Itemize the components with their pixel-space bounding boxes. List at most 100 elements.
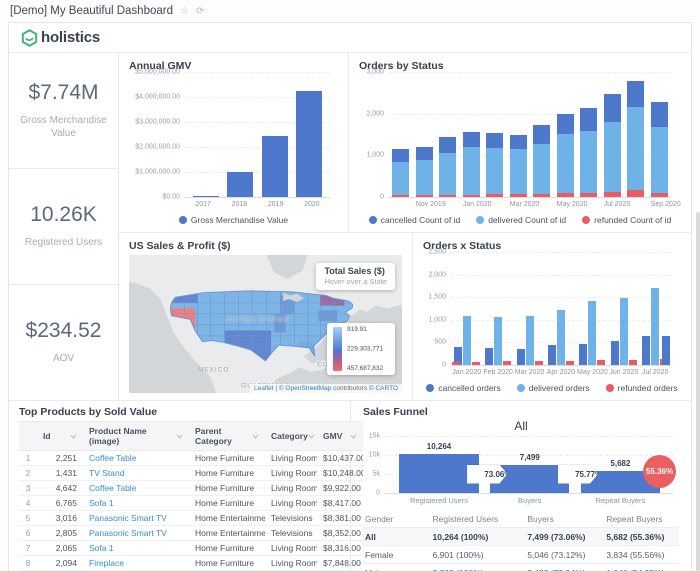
oxs-group-Jun 2020[interactable] [608,252,639,365]
y-tick-label: 1,500 [428,293,446,301]
product-row[interactable]: 1 2,251 Coffee Table Home Furniture Living R… [19,450,363,466]
refresh-icon[interactable]: ⟳ [195,5,205,17]
oxs-bar [525,316,534,365]
product-name-link[interactable]: Fireplace [83,555,189,571]
oxs-group-Jan 2020[interactable] [451,252,482,365]
funnel-cell: 3,834 (55.56%) [606,549,665,560]
oxs-bar [547,344,556,365]
x-tick-label: Mar 2020 [509,201,540,208]
legend-item[interactable]: delivered orders [516,383,590,393]
product-name-link[interactable]: Sofa 1 [83,495,189,511]
column-header-product-name-image-[interactable]: Product Name (image) [83,421,189,451]
sort-caret-icon[interactable] [70,431,77,441]
product-name-link[interactable]: Coffee Table [83,450,189,466]
dashboard-titlebar: [Demo] My Beautiful Dashboard ☆ ⟳ [0,0,700,22]
legend-item[interactable]: cancelled orders [426,383,501,393]
product-row[interactable]: 4 6,765 Sofa 1 Home Furniture Living Room $8,… [19,495,363,511]
column-header-category[interactable]: Category [265,421,317,451]
oxs-edge-right[interactable] [662,336,670,365]
attribution-link[interactable]: Leaflet [253,385,274,392]
oxs-group-May 2020[interactable] [577,252,608,365]
funnel-bar-value: 10,264 [426,442,452,451]
vertical-scrollbar[interactable] [696,212,700,571]
legend-item[interactable]: refunded Count of id [582,215,671,225]
us-choropleth-map[interactable]: UNITED STATES MEXICO CUBA GUATEMALA Tota… [129,255,402,393]
product-name-link[interactable]: TV Stand [83,465,189,481]
funnel-row-all[interactable]: All 10,264 (100%) 7,499 (73.06%) 5,682 (55.… [363,527,679,545]
legend-dot-icon [605,384,614,392]
map-tooltip: Total Sales ($) Hover over a State [316,263,395,290]
obs-stack-May 2020[interactable] [556,72,574,197]
funnel-table-header: Gender Registered Users Buyers Repeat Buyer… [363,510,679,527]
row-number: 7 [19,540,37,556]
sort-caret-icon[interactable] [176,431,183,441]
gmv-bar-2018[interactable] [227,171,254,197]
favorite-star-icon[interactable]: ☆ [180,5,189,17]
legend-dot-icon [368,216,377,224]
obs-stack-Dec 2019[interactable] [439,72,457,197]
obs-stack-Mar 2020[interactable] [509,72,527,197]
obs-stack-Jun 2020[interactable] [580,72,598,197]
funnel-cell: 6,901 (100%) [432,549,484,560]
product-name-link[interactable]: Sofa 1 [83,540,189,556]
column-header-gmv[interactable]: GMV [317,421,363,451]
gmv-value: $10,437.00 [317,450,363,466]
product-row[interactable]: 2 1,431 TV Stand Home Furniture Living Room $… [19,465,363,481]
oxs-bars [451,252,671,365]
x-tick-label: Mar 2020 [514,369,545,376]
obs-stack-Sep 2020[interactable] [650,72,668,197]
funnel-row-male[interactable]: Male3,363 (100%)2,453 (72.94%)1,848 (54.… [363,563,679,571]
funnel-row-female[interactable]: Female 6,901 (100%) 5,046 (73.12%) 3,834 (5… [363,545,679,563]
product-name-link[interactable]: Panasonic Smart TV [83,525,189,541]
obs-stack-Jul 2020[interactable] [603,72,621,197]
sort-caret-icon[interactable] [252,431,259,441]
legend-item[interactable]: cancelled Count of id [368,215,460,225]
column-header-id[interactable]: Id [37,421,83,451]
product-row[interactable]: 7 2,065 Sofa 1 Home Furniture Living Room $8,… [19,540,363,556]
product-name-link[interactable]: Panasonic Smart TV [83,510,189,526]
product-name-link[interactable]: Coffee Table [83,480,189,496]
obs-stack-Apr 2020[interactable] [533,72,551,197]
gmv-bar-2019[interactable] [261,135,288,197]
oxs-group-Apr 2020[interactable] [545,252,576,365]
obs-stack-Feb 2020[interactable] [486,72,504,197]
product-id: 2,251 [37,450,83,466]
oxs-edge-left[interactable] [452,362,460,365]
row-number: 1 [19,450,37,466]
gridline [389,113,671,115]
obs-stack-Nov 2019[interactable] [415,72,433,197]
category: Living Room [265,495,317,511]
obs-stack-Jan 2020[interactable] [462,72,480,197]
obs-stack-Aug 2020[interactable] [627,72,645,197]
attribution-link[interactable]: CARTO [375,385,398,392]
panel-annual-gmv: Annual GMV $5,000,000.00 $4,000,000.00 $3,… [119,53,349,232]
top-products-table: Id Product Name (image) Parent Category Cat… [19,421,363,571]
legend-item[interactable]: refunded orders [605,383,678,393]
legend-item[interactable]: delivered Count of id [476,215,566,225]
product-row[interactable]: 5 3,016 Panasonic Smart TV Home Entertainme… [19,510,363,526]
obs-segment [439,194,457,197]
gmv-bar-2020[interactable] [295,91,322,197]
gridline [185,122,330,123]
legend-item[interactable]: Gross Merchandise Value [178,215,288,225]
oxs-group-Mar 2020[interactable] [514,252,545,365]
sort-caret-icon[interactable] [308,431,315,441]
sort-caret-icon[interactable] [350,431,357,441]
attribution-link[interactable]: © OpenStreetMap [278,385,332,392]
column-header-label: Category [271,431,308,441]
column-header-parent-category[interactable]: Parent Category [189,421,265,451]
product-row[interactable]: 3 4,642 Coffee Table Home Furniture Living R… [19,480,363,496]
parent-category: Home Furniture [189,480,265,496]
product-row[interactable]: 6 2,805 Panasonic Smart TV Home Entertainme… [19,525,363,541]
legend-label: delivered orders [528,383,590,393]
orders-x-status-legend: cancelled orders delivered orders refunded… [423,379,681,397]
oxs-group-Feb 2020[interactable] [482,252,513,365]
gmv-bar-2017[interactable] [193,195,220,197]
funnel-bar-repeat-buyers[interactable] [580,471,661,493]
oxs-bar [471,361,480,365]
product-row[interactable]: 8 2,094 Fireplace Home Furniture Living Room… [19,555,363,571]
obs-segment [533,194,551,197]
funnel-bar-registered-users[interactable] [399,454,479,493]
obs-segment [650,126,668,193]
obs-stack-Oct 2019[interactable] [392,72,410,197]
